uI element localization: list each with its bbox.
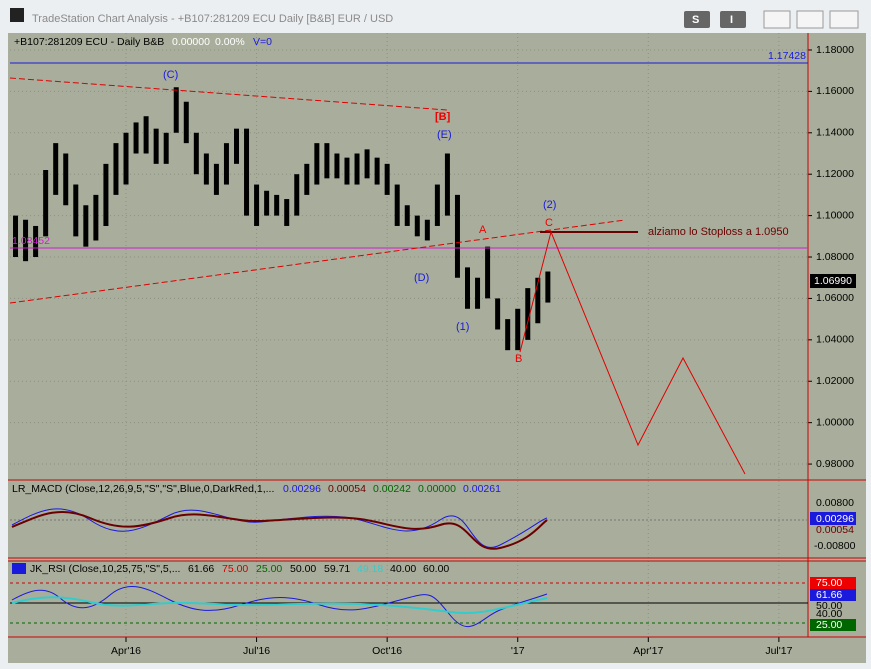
indicator-value: 25.00 — [256, 563, 282, 575]
wave-label: A — [479, 224, 487, 236]
axis-value-box — [810, 589, 856, 601]
indicator-value: 0.00054 — [328, 483, 366, 495]
header-value: 0.00000 — [172, 36, 210, 48]
wave-label: (1) — [456, 321, 469, 333]
rsi-line — [11, 586, 548, 628]
wave-label: B — [515, 353, 522, 365]
last-price-box — [810, 274, 856, 288]
i-button-label[interactable]: I — [730, 14, 733, 26]
app-icon — [10, 8, 24, 22]
axis-label: 0.00800 — [816, 497, 854, 509]
indicator-value: 75.00 — [222, 563, 248, 575]
level-label: 1.17428 — [768, 50, 806, 62]
header-value: 0.00% — [215, 36, 245, 48]
indicator-value: 50.00 — [290, 563, 316, 575]
indicator-icon — [12, 563, 26, 574]
indicator-value: 61.66 — [188, 563, 214, 575]
indicator-value: 60.00 — [423, 563, 449, 575]
x-tick-label: '17 — [511, 645, 525, 657]
x-tick-label: Jul'17 — [765, 645, 792, 657]
axis-label: 25.00 — [816, 619, 842, 631]
axis-label: -0.00800 — [814, 540, 856, 552]
indicator-value: 0.00242 — [373, 483, 411, 495]
x-tick-label: Apr'17 — [633, 645, 663, 657]
last-price-label: 1.06990 — [814, 275, 852, 287]
plot: 1.18000 1.16000 1.14000 1.12000 1.10000 1.080… — [10, 33, 854, 657]
indicator-value: 49.18 — [357, 563, 383, 575]
y-tick-label: 1.06000 — [816, 292, 854, 304]
x-tick-label: Apr'16 — [111, 645, 141, 657]
s-button[interactable] — [684, 11, 710, 28]
y-tick-label: 1.00000 — [816, 416, 854, 428]
axis-label: 75.00 — [816, 577, 842, 589]
stoploss-note: alziamo lo Stoploss a 1.0950 — [648, 226, 789, 238]
symbol-header: +B107:281209 ECU - Daily B&B — [14, 36, 164, 48]
trend-line — [9, 77, 448, 111]
wave-label: (D) — [414, 272, 429, 284]
close-button[interactable] — [829, 10, 859, 29]
minimize-button[interactable] — [763, 10, 791, 29]
y-tick-label: 1.16000 — [816, 85, 854, 97]
y-tick-label: 1.08000 — [816, 251, 854, 263]
indicator-legend: LR_MACD (Close,12,26,9,5,"S","S",Blue,0,… — [12, 483, 274, 495]
x-tick-label: Oct'16 — [372, 645, 402, 657]
level-label: 1.08452 — [12, 235, 50, 247]
indicator-value: 59.71 — [324, 563, 350, 575]
maximize-button[interactable] — [796, 10, 824, 29]
y-tick-label: 1.02000 — [816, 375, 854, 387]
indicator-value: 0.00000 — [418, 483, 456, 495]
y-tick-label: 0.98000 — [816, 458, 854, 470]
wave-label: C — [545, 217, 553, 229]
indicator-value: 40.00 — [390, 563, 416, 575]
axis-value-box — [810, 577, 856, 589]
y-tick-label: 1.10000 — [816, 209, 854, 221]
axis-value-box — [810, 512, 856, 525]
window-title: TradeStation Chart Analysis - +B107:2812… — [32, 13, 393, 25]
i-button[interactable] — [720, 11, 746, 28]
axis-value-box — [810, 619, 856, 631]
projection-line — [519, 230, 746, 475]
header-value: V=0 — [253, 36, 272, 48]
y-tick-label: 1.14000 — [816, 127, 854, 139]
axis-label: 61.66 — [816, 589, 842, 601]
trend-line — [9, 219, 626, 304]
x-tick-label: Jul'16 — [243, 645, 270, 657]
y-tick-label: 1.18000 — [816, 44, 854, 56]
wave-label: [B] — [435, 111, 451, 123]
axis-label: 0.00296 — [816, 513, 854, 525]
rsi-average — [11, 596, 548, 615]
wave-label: (C) — [163, 69, 178, 81]
indicator-legend: JK_RSI (Close,10,25,75,"S",5,... — [30, 563, 180, 575]
wave-label: (2) — [543, 199, 556, 211]
indicator-value: 0.00296 — [283, 483, 321, 495]
axis-label: 50.00 — [816, 600, 842, 612]
macd-line — [11, 508, 548, 548]
y-tick-label: 1.04000 — [816, 334, 854, 346]
wave-label: (E) — [437, 129, 452, 141]
axis-label: 40.00 — [816, 608, 842, 620]
signal-line — [11, 510, 548, 550]
indicator-value: 0.00261 — [463, 483, 501, 495]
y-tick-label: 1.12000 — [816, 168, 854, 180]
axis-label: 0.00054 — [816, 524, 854, 536]
s-button-label[interactable]: S — [692, 14, 699, 26]
